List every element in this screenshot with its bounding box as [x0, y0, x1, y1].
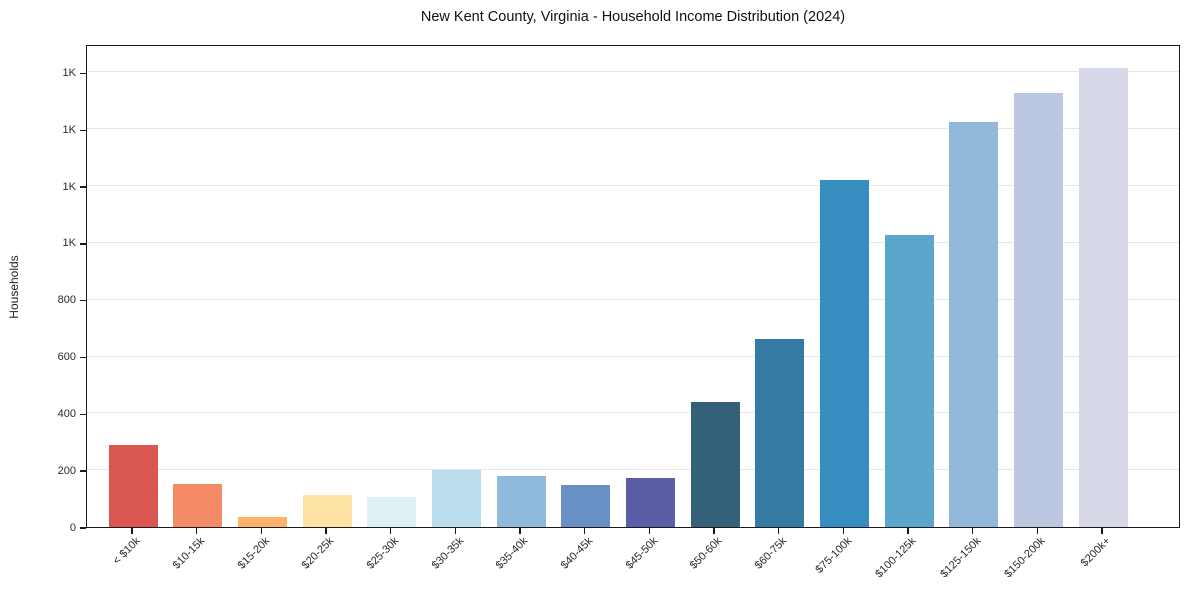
y-tick-mark [80, 129, 86, 131]
y-tick-mark [80, 243, 86, 245]
x-tick-label: $100-125k [873, 535, 919, 581]
y-tick-label: 1K [62, 237, 76, 250]
gridline [87, 469, 1179, 471]
gridline [87, 71, 1179, 73]
plot-area [86, 45, 1180, 528]
bar-35-40k [496, 475, 546, 527]
y-tick-mark [80, 527, 86, 529]
y-tick-label: 200 [57, 464, 76, 477]
bar-45-50k [625, 478, 675, 527]
x-tick-mark [1101, 528, 1103, 534]
bar-100-125k [884, 234, 934, 527]
bar-10-15k [173, 483, 223, 527]
x-tick-label: $15-20k [235, 535, 272, 572]
x-tick-label: $75-100k [812, 535, 854, 576]
y-tick-mark [80, 72, 86, 75]
y-tick-mark [80, 470, 86, 472]
bar-50-60k [690, 402, 740, 527]
bar-125-150k [949, 122, 999, 527]
x-tick-mark [389, 528, 392, 534]
x-tick-mark [842, 528, 845, 534]
x-tick-label: $35-40k [493, 535, 531, 572]
x-tick-mark [195, 528, 198, 534]
x-tick-mark [519, 528, 521, 534]
x-tick-mark [583, 528, 586, 534]
x-tick-mark [1036, 528, 1039, 534]
x-tick-label: $20-25k [299, 535, 337, 572]
x-tick-label: $60-75k [752, 535, 790, 572]
y-tick-label: 1K [62, 180, 76, 193]
gridline [87, 185, 1179, 187]
x-tick-mark [454, 528, 457, 534]
y-tick-label: 400 [57, 407, 76, 420]
x-tick-mark [713, 528, 715, 534]
x-tick-label: < $10k [110, 535, 143, 568]
x-tick-label: $40-45k [558, 535, 596, 572]
y-tick-label: 1K [62, 66, 76, 79]
y-tick-mark [80, 300, 86, 302]
gridline [87, 241, 1179, 243]
x-tick-mark [972, 528, 974, 534]
y-tick-label: 600 [57, 351, 76, 364]
x-tick-label: $200k+ [1078, 535, 1113, 570]
bar-10k [108, 445, 158, 527]
bar-75-100k [819, 179, 869, 527]
bar-60-75k [755, 339, 805, 527]
x-tick-label: $50-60k [687, 535, 725, 572]
gridline [87, 355, 1179, 357]
y-tick-mark [80, 356, 86, 359]
y-tick-label: 1K [62, 123, 76, 136]
x-tick-mark [131, 528, 133, 534]
x-tick-mark [325, 528, 327, 534]
x-tick-label: $10-15k [170, 535, 208, 572]
bar-150-200k [1013, 92, 1063, 527]
gridline [87, 412, 1179, 414]
x-tick-mark [907, 528, 909, 534]
gridline [87, 298, 1179, 300]
x-tick-mark [260, 528, 263, 534]
x-tick-mark [648, 528, 651, 534]
x-tick-label: $30-35k [429, 535, 466, 572]
chart-title: New Kent County, Virginia - Household In… [420, 9, 846, 25]
x-tick-label: $25-30k [364, 535, 402, 572]
bar-30-35k [431, 470, 481, 527]
bar-40-45k [561, 485, 611, 527]
bar-25-30k [367, 496, 417, 527]
bar-20-25k [302, 495, 352, 527]
x-tick-label: $125-150k [937, 535, 984, 581]
x-tick-label: $45-50k [623, 535, 660, 572]
y-tick-label: 800 [57, 294, 76, 307]
y-tick-mark [80, 413, 86, 416]
x-tick-label: $150-200k [1002, 535, 1048, 581]
x-tick-mark [778, 528, 780, 534]
y-tick-mark [80, 186, 86, 188]
gridline [87, 128, 1179, 130]
bar-15-20k [237, 517, 287, 527]
bar-200k [1078, 68, 1128, 527]
y-tick-label: 0 [69, 521, 76, 534]
